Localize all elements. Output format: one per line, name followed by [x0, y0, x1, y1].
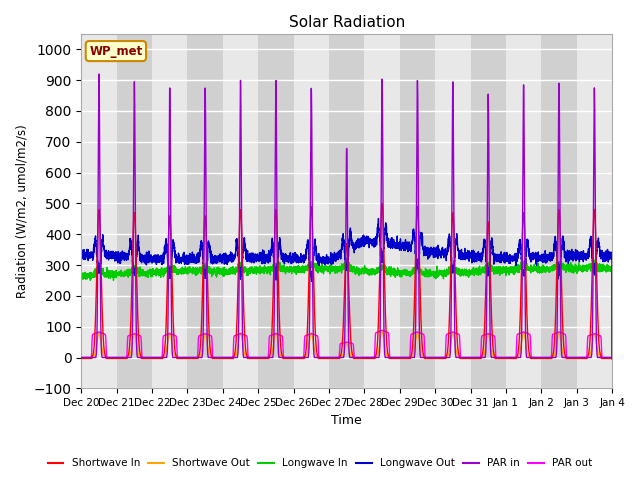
Bar	[116, 34, 152, 388]
Bar	[470, 34, 506, 388]
Y-axis label: Radiation (W/m2, umol/m2/s): Radiation (W/m2, umol/m2/s)	[15, 124, 28, 298]
Bar	[329, 34, 364, 388]
Bar	[188, 34, 223, 388]
Bar	[506, 34, 541, 388]
Title: Solar Radiation: Solar Radiation	[289, 15, 404, 30]
Bar	[400, 34, 435, 388]
Text: WP_met: WP_met	[89, 45, 143, 58]
Bar	[258, 34, 294, 388]
Bar	[223, 34, 258, 388]
Legend: Shortwave In, Shortwave Out, Longwave In, Longwave Out, PAR in, PAR out: Shortwave In, Shortwave Out, Longwave In…	[44, 454, 596, 472]
X-axis label: Time: Time	[332, 414, 362, 427]
Bar	[81, 34, 116, 388]
Bar	[152, 34, 188, 388]
Bar	[294, 34, 329, 388]
Bar	[541, 34, 577, 388]
Bar	[435, 34, 470, 388]
Bar	[364, 34, 400, 388]
Bar	[577, 34, 612, 388]
